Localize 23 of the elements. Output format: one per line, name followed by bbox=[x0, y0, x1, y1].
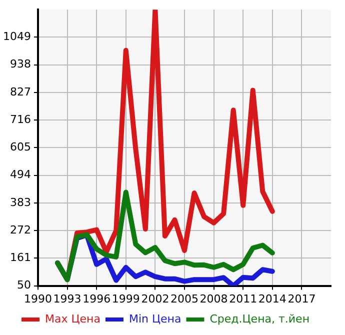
y-tick-label: 383 bbox=[10, 196, 31, 209]
y-tick-label: 716 bbox=[10, 112, 31, 126]
legend-label: Min Цена bbox=[128, 312, 182, 326]
y-tick-label: 161 bbox=[10, 251, 31, 264]
x-tick-label: 2011 bbox=[229, 292, 258, 306]
y-tick-label: 827 bbox=[10, 85, 31, 98]
x-tick-label: 1999 bbox=[112, 292, 140, 306]
legend-label: Max Цена bbox=[44, 312, 100, 326]
x-tick-label: 2017 bbox=[288, 292, 316, 306]
x-tick-label: 2002 bbox=[141, 292, 170, 306]
x-tick-label: 2014 bbox=[258, 292, 286, 306]
x-tick-label: 1990 bbox=[24, 292, 52, 306]
x-tick-label: 1996 bbox=[82, 292, 111, 306]
x-tick-label: 2008 bbox=[200, 292, 228, 306]
y-tick-label: 605 bbox=[10, 140, 31, 154]
y-tick-label: 1049 bbox=[2, 30, 31, 44]
y-tick-label: 938 bbox=[10, 58, 31, 71]
y-tick-label: 494 bbox=[10, 168, 31, 182]
y-tick-label: 50 bbox=[16, 278, 31, 292]
legend-label: Сред.Цена, т.йен bbox=[210, 312, 310, 326]
y-tick-label: 272 bbox=[10, 223, 31, 236]
x-tick-label: 2005 bbox=[170, 292, 198, 306]
x-tick-label: 1993 bbox=[53, 292, 82, 306]
